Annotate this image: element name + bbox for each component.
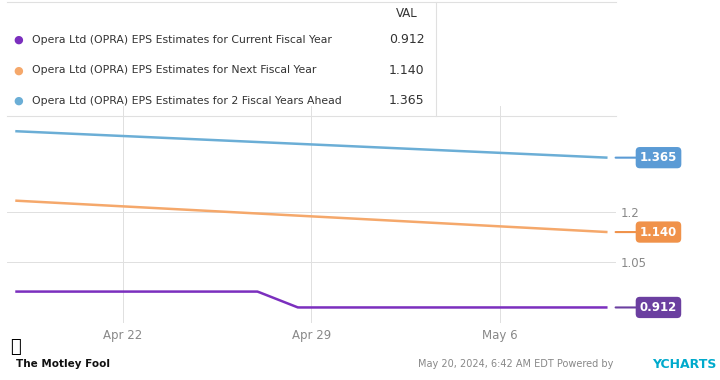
Text: ●: ● bbox=[13, 96, 23, 106]
Text: 1.140: 1.140 bbox=[616, 226, 677, 239]
Text: VAL: VAL bbox=[396, 7, 418, 20]
Text: 1.365: 1.365 bbox=[389, 94, 425, 107]
Text: The Motley Fool: The Motley Fool bbox=[16, 359, 110, 369]
Text: 1.140: 1.140 bbox=[389, 64, 425, 77]
Text: Opera Ltd (OPRA) EPS Estimates for Current Fiscal Year: Opera Ltd (OPRA) EPS Estimates for Curre… bbox=[32, 35, 331, 45]
Text: ●: ● bbox=[13, 65, 23, 75]
Text: 0.912: 0.912 bbox=[389, 33, 425, 46]
Text: May 20, 2024, 6:42 AM EDT Powered by: May 20, 2024, 6:42 AM EDT Powered by bbox=[418, 359, 616, 369]
Text: 🎪: 🎪 bbox=[11, 337, 21, 356]
Text: ●: ● bbox=[13, 35, 23, 45]
Text: Opera Ltd (OPRA) EPS Estimates for 2 Fiscal Years Ahead: Opera Ltd (OPRA) EPS Estimates for 2 Fis… bbox=[32, 96, 341, 106]
Text: 1.365: 1.365 bbox=[616, 151, 678, 164]
Text: 0.912: 0.912 bbox=[616, 301, 677, 314]
Text: Opera Ltd (OPRA) EPS Estimates for Next Fiscal Year: Opera Ltd (OPRA) EPS Estimates for Next … bbox=[32, 65, 316, 75]
Text: YCHARTS: YCHARTS bbox=[652, 358, 716, 370]
